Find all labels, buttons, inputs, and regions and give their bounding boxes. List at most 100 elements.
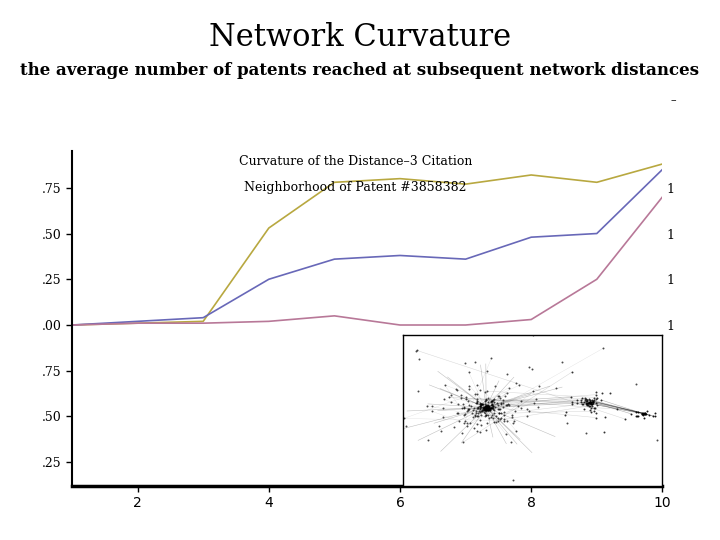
Point: [595, 396, 607, 404]
Point: [480, 411, 492, 420]
Point: [636, 410, 648, 418]
Point: [521, 411, 533, 420]
Point: [631, 412, 642, 421]
Point: [477, 404, 488, 413]
Point: [488, 395, 500, 403]
Point: [411, 346, 423, 355]
Point: [631, 380, 642, 389]
Point: [649, 412, 661, 421]
Point: [482, 402, 494, 411]
Point: [472, 420, 483, 428]
Point: [483, 403, 495, 412]
Point: [598, 428, 610, 436]
Point: [487, 397, 498, 406]
Point: [581, 399, 593, 408]
Point: [426, 407, 438, 416]
Point: [451, 409, 463, 418]
Point: [487, 414, 498, 422]
Point: [483, 403, 495, 411]
Point: [581, 400, 593, 409]
Point: [485, 354, 497, 363]
Point: [482, 393, 494, 402]
Point: [482, 403, 494, 411]
Point: [580, 400, 592, 408]
Point: [489, 409, 500, 418]
Point: [503, 383, 514, 392]
Point: [451, 386, 463, 394]
Point: [587, 397, 598, 406]
Point: [472, 381, 483, 389]
Point: [488, 418, 500, 427]
Point: [581, 397, 593, 406]
Point: [458, 419, 469, 428]
Point: [505, 437, 517, 446]
Point: [480, 403, 492, 412]
Point: [480, 403, 492, 411]
Point: [474, 405, 486, 414]
Point: [584, 398, 595, 407]
Point: [386, 372, 397, 381]
Point: [471, 411, 482, 420]
Point: [582, 399, 593, 408]
Point: [604, 388, 616, 397]
Point: [459, 409, 471, 418]
Point: [357, 460, 369, 468]
Point: [584, 402, 595, 410]
Point: [482, 403, 493, 412]
Point: [437, 403, 449, 412]
Point: [482, 367, 493, 375]
Point: [482, 403, 494, 412]
Point: [583, 399, 595, 408]
Point: [581, 397, 593, 406]
Point: [464, 381, 475, 390]
Point: [636, 409, 647, 417]
Point: [579, 394, 590, 402]
Point: [480, 403, 491, 412]
Point: [480, 403, 491, 412]
Point: [582, 399, 594, 408]
Point: [633, 407, 644, 416]
Point: [498, 408, 510, 417]
Point: [444, 393, 455, 401]
Point: [491, 399, 503, 408]
Point: [583, 399, 595, 408]
Point: [471, 403, 482, 412]
Point: [576, 394, 588, 403]
Point: [475, 401, 487, 409]
Point: [637, 408, 649, 417]
Point: [486, 403, 498, 412]
Point: [527, 365, 539, 374]
Point: [482, 404, 493, 413]
Point: [453, 416, 464, 425]
Point: [590, 408, 602, 417]
Point: [480, 403, 492, 411]
Point: [492, 417, 503, 426]
Point: [475, 402, 487, 411]
Point: [585, 404, 597, 413]
Point: [507, 413, 518, 421]
Point: [479, 404, 490, 413]
Point: [493, 391, 505, 400]
Point: [472, 411, 484, 420]
Point: [483, 405, 495, 414]
Point: [600, 413, 611, 421]
Point: [586, 397, 598, 406]
Point: [631, 411, 643, 420]
Point: [469, 410, 481, 419]
Point: [589, 394, 600, 403]
Point: [481, 426, 492, 435]
Point: [487, 402, 499, 411]
Point: [413, 387, 424, 395]
Point: [532, 403, 544, 411]
Point: [482, 404, 493, 413]
Point: [562, 418, 573, 427]
Point: [475, 400, 487, 409]
Point: [456, 403, 468, 412]
Point: [584, 398, 595, 407]
Point: [486, 400, 498, 409]
Point: [474, 407, 485, 415]
Point: [484, 406, 495, 415]
Point: [464, 404, 475, 413]
Point: [480, 403, 491, 411]
Point: [483, 406, 495, 414]
